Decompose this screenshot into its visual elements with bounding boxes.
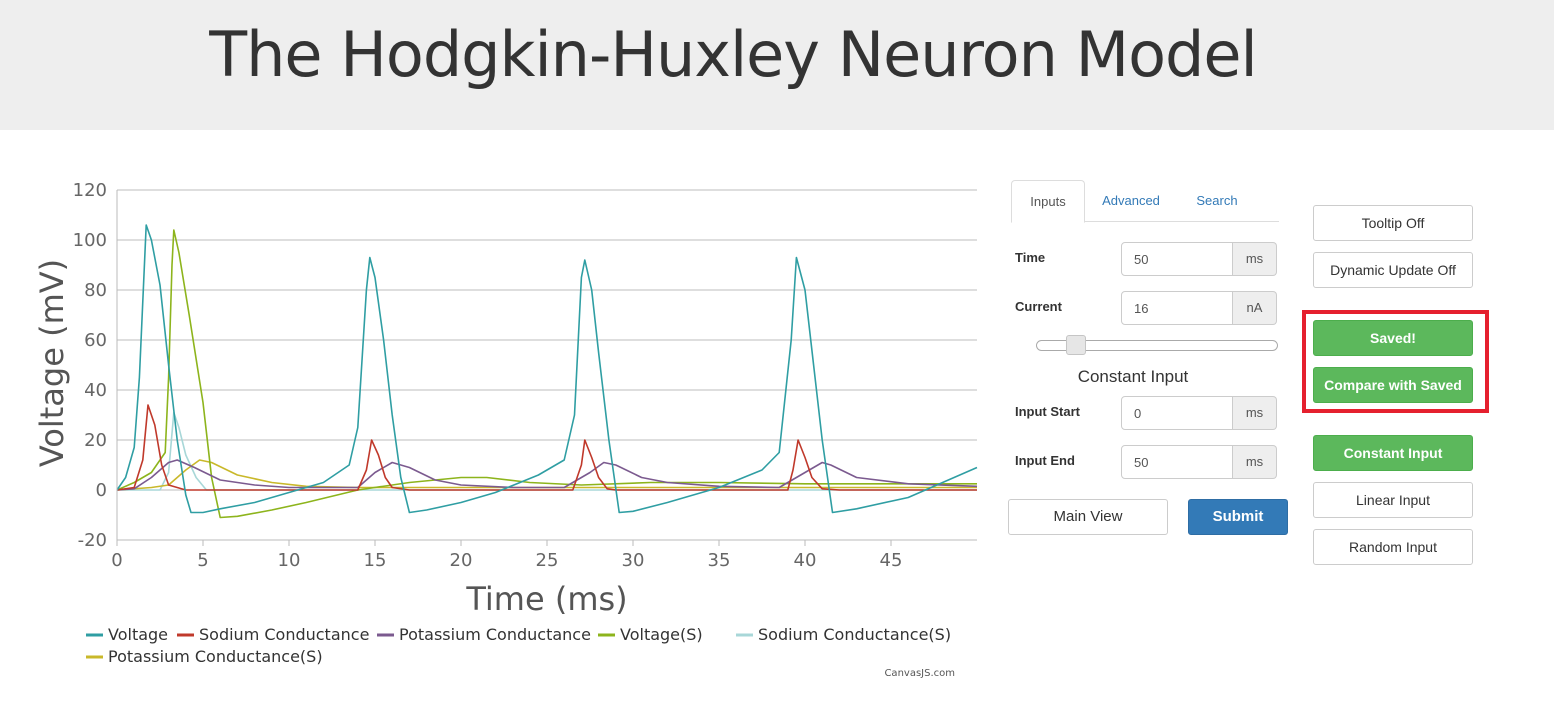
main-view-button[interactable]: Main View [1008, 499, 1168, 535]
voltage-chart[interactable]: -20 0 20 40 60 80 100 120 0 5 10 15 20 25 30 35 40 45 Vol… [30, 170, 990, 690]
series-line-3[interactable] [116, 229, 977, 519]
page-header: The Hodgkin-Huxley Neuron Model [0, 0, 1554, 130]
current-row: Current nA [1015, 291, 1277, 325]
saved-button[interactable]: Saved! [1313, 320, 1473, 356]
y-tick-label: 100 [73, 230, 107, 251]
current-slider-handle[interactable] [1066, 335, 1086, 355]
x-tick-label: 5 [197, 550, 208, 571]
input-tabs: Inputs Advanced Search [1011, 180, 1279, 223]
current-unit: nA [1233, 291, 1277, 325]
series-line-5[interactable] [116, 459, 977, 491]
current-slider[interactable] [1036, 340, 1278, 351]
time-row: Time ms [1015, 242, 1277, 276]
legend-item[interactable]: Potassium Conductance [399, 625, 591, 644]
y-tick-label: 20 [84, 430, 107, 451]
tab-advanced[interactable]: Advanced [1102, 193, 1160, 208]
axis-title-x: Time (ms) [465, 580, 627, 618]
input-start-label: Input Start [1015, 404, 1080, 419]
x-tick-label: 20 [450, 550, 473, 571]
time-unit: ms [1233, 242, 1277, 276]
time-input-group: ms [1121, 242, 1277, 276]
constant-input-heading: Constant Input [1077, 367, 1189, 386]
series-line-2[interactable] [116, 459, 978, 491]
y-tick-label: 60 [84, 330, 107, 351]
axis-title-y: Voltage (mV) [33, 259, 71, 467]
tab-inputs[interactable]: Inputs [1011, 180, 1085, 223]
x-tick-label: 45 [880, 550, 903, 571]
chart-credit[interactable]: CanvasJS.com [884, 668, 955, 679]
x-tick-label: 35 [708, 550, 731, 571]
input-start-row: Input Start ms [1015, 396, 1277, 430]
random-input-button[interactable]: Random Input [1313, 529, 1473, 565]
tooltip-toggle-button[interactable]: Tooltip Off [1313, 205, 1473, 241]
y-tick-label: 80 [84, 280, 107, 301]
input-start-input[interactable] [1121, 396, 1233, 430]
highlight-box [1302, 310, 1489, 413]
legend-item[interactable]: Sodium Conductance(S) [758, 625, 951, 644]
series-line-0[interactable] [116, 224, 978, 514]
legend-item[interactable]: Voltage(S) [620, 625, 703, 644]
legend-item[interactable]: Voltage [108, 625, 168, 644]
current-input[interactable] [1121, 291, 1233, 325]
x-tick-label: 40 [794, 550, 817, 571]
y-tick-label: -20 [78, 530, 107, 551]
series-line-4[interactable] [117, 411, 977, 491]
input-start-unit: ms [1233, 396, 1277, 430]
current-label: Current [1015, 299, 1062, 314]
x-tick-label: 25 [536, 550, 559, 571]
legend-item[interactable]: Potassium Conductance(S) [108, 647, 323, 666]
series-line-1[interactable] [116, 404, 977, 491]
x-tick-label: 30 [622, 550, 645, 571]
input-end-input[interactable] [1121, 445, 1233, 479]
time-label: Time [1015, 250, 1046, 265]
x-tick-label: 10 [278, 550, 301, 571]
input-end-label: Input End [1015, 453, 1075, 468]
compare-with-saved-button[interactable]: Compare with Saved [1313, 367, 1473, 403]
x-tick-label: 0 [111, 550, 122, 571]
dynamic-update-button[interactable]: Dynamic Update Off [1313, 252, 1473, 288]
legend-item[interactable]: Sodium Conductance [199, 625, 369, 644]
linear-input-button[interactable]: Linear Input [1313, 482, 1473, 518]
y-tick-label: 120 [73, 180, 107, 201]
page-title: The Hodgkin-Huxley Neuron Model [209, 18, 1258, 91]
x-tick-label: 15 [364, 550, 387, 571]
current-input-group: nA [1121, 291, 1277, 325]
submit-button[interactable]: Submit [1188, 499, 1288, 535]
input-end-row: Input End ms [1015, 445, 1277, 479]
input-end-unit: ms [1233, 445, 1277, 479]
input-start-group: ms [1121, 396, 1277, 430]
y-tick-label: 40 [84, 380, 107, 401]
constant-input-button[interactable]: Constant Input [1313, 435, 1473, 471]
tab-search[interactable]: Search [1196, 193, 1238, 208]
input-end-group: ms [1121, 445, 1277, 479]
y-tick-label: 0 [96, 480, 107, 501]
time-input[interactable] [1121, 242, 1233, 276]
